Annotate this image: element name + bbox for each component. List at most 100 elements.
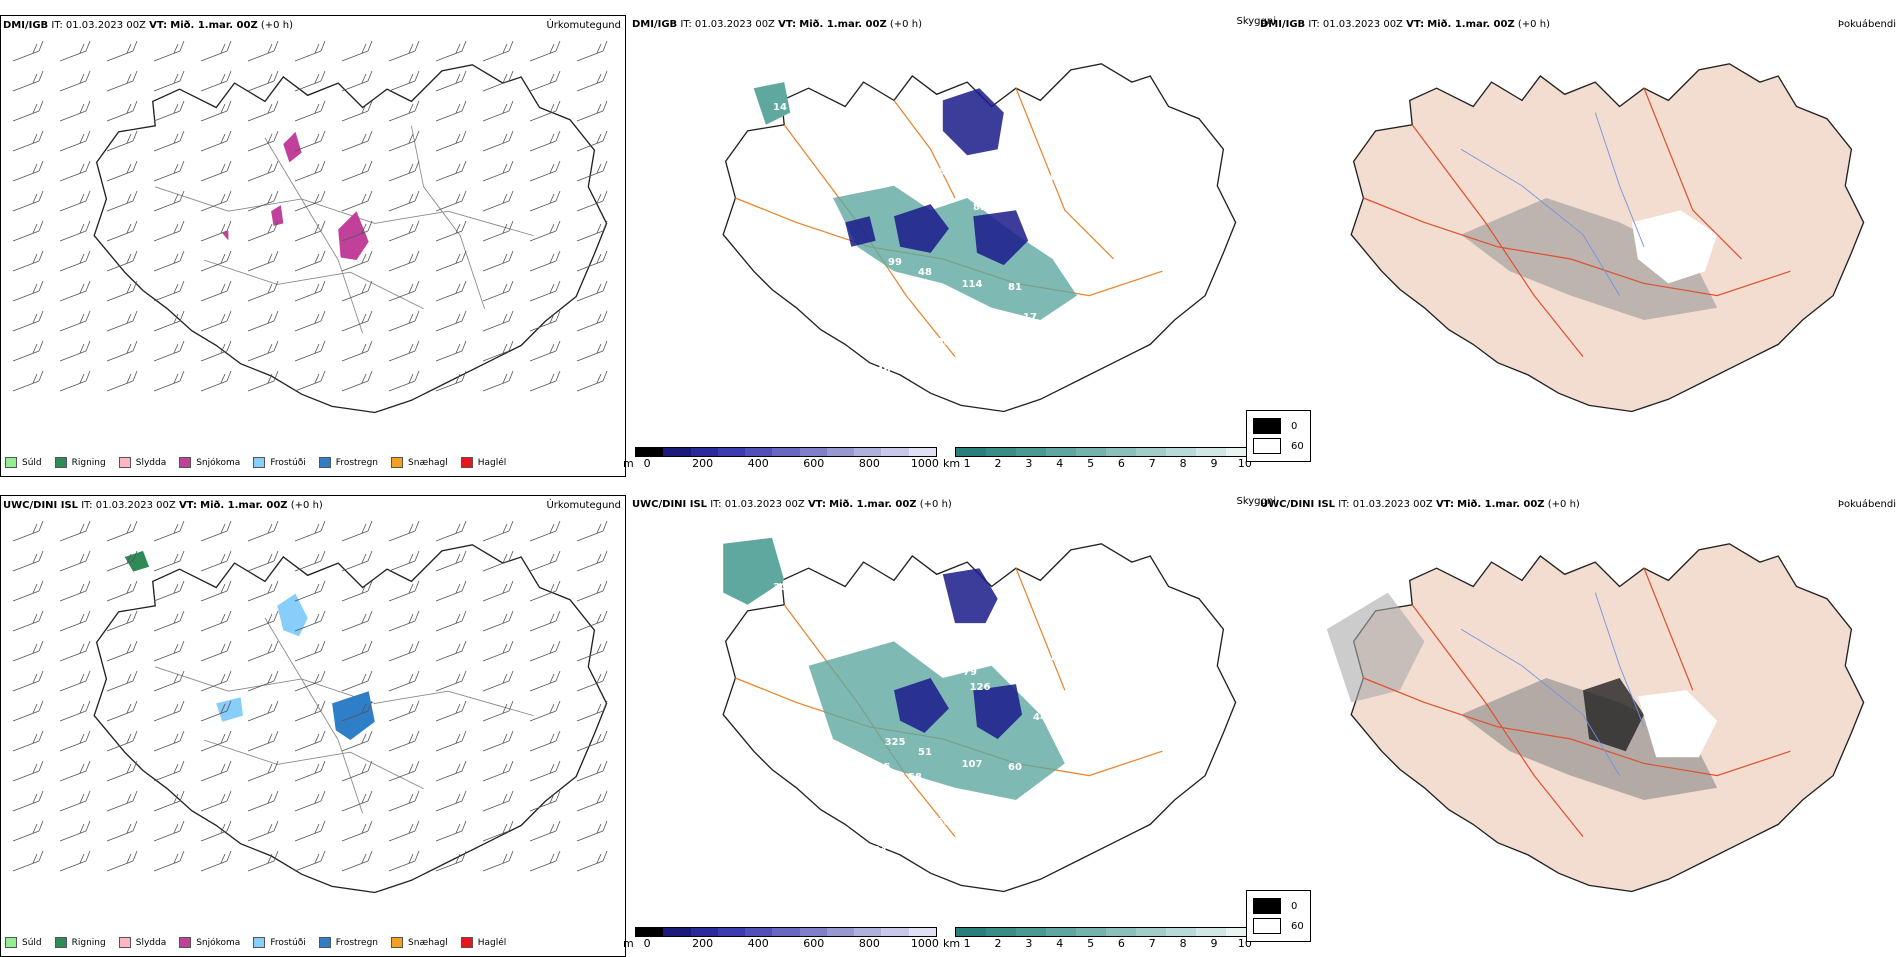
colorbar-tick: 4 (1056, 457, 1064, 470)
colorbar-cell (1076, 928, 1106, 936)
legend-swatch (1253, 898, 1281, 914)
wind-barb-icon (529, 370, 561, 392)
legend-swatch (179, 937, 192, 948)
colorbar-cell (1046, 448, 1076, 456)
legend-label: 0 (1291, 420, 1298, 432)
legend-swatch (318, 457, 331, 468)
wind-barb-icon (59, 160, 91, 182)
colorbar-cell (881, 928, 909, 936)
legend-swatch (1253, 918, 1281, 934)
colorbar-cell (1046, 928, 1076, 936)
wind-barb-icon (106, 40, 138, 62)
colorbar-cell (717, 448, 746, 456)
colorbar-cell (956, 448, 986, 456)
colorbar-cell (690, 928, 718, 936)
wind-barb-icon (12, 100, 44, 122)
legend-swatch (118, 457, 131, 468)
wind-barb-icon (388, 70, 420, 92)
wind-barb-icon (12, 220, 44, 242)
wind-barb-icon (12, 610, 44, 632)
colorbar-tick: 8 (1179, 457, 1187, 470)
panel-title: Þokuábendi (1837, 499, 1896, 510)
wind-barb-icon (341, 70, 373, 92)
wind-barb-icon (12, 310, 44, 332)
legend-swatch (318, 937, 331, 948)
wind-barb-icon (529, 520, 561, 542)
wind-barb-icon (341, 520, 373, 542)
legend-swatch (54, 937, 67, 948)
map-panel-precip-type-top: DMI/IGB IT: 01.03.2023 00Z VT: Mið. 1.ma… (0, 15, 626, 477)
colorbar-cell (745, 448, 773, 456)
precip-legend-item: Súld (5, 457, 42, 468)
panel-title: Úrkomutegund (546, 500, 621, 511)
colorbar-unit: m (623, 937, 634, 950)
precip-legend-item: Snæhagl (391, 937, 448, 948)
colorbar-unit: km (943, 937, 961, 950)
visibility-value-label: 300 (930, 337, 951, 348)
wind-barb-icon (153, 520, 185, 542)
wind-barb-icon (106, 310, 138, 332)
legend-label: Rigning (71, 457, 106, 468)
wind-barb-icon (12, 580, 44, 602)
legend-swatch (391, 937, 404, 948)
legend-label: Snjókoma (196, 457, 241, 468)
colorbar-cell (908, 928, 936, 936)
colorbar-tick: 400 (747, 937, 769, 950)
colorbar-cell (1166, 928, 1196, 936)
colorbar-tick: 5 (1087, 937, 1095, 950)
map-panel-visibility-bottom: UWC/DINI ISL IT: 01.03.2023 00Z VT: Mið.… (623, 495, 1276, 957)
colorbar-cell (772, 448, 800, 456)
visibility-value-label: 163 (980, 337, 1001, 348)
colorbar-cell (956, 928, 986, 936)
wind-barb-icon (106, 790, 138, 812)
visibility-value-label: 65 (938, 647, 952, 658)
wind-barb-icon (59, 760, 91, 782)
wind-barb-icon (59, 70, 91, 92)
panel-title: Þokuábendi (1837, 19, 1896, 30)
colorbar-tick: 6 (1117, 937, 1125, 950)
colorbar-cell (690, 448, 718, 456)
colorbar-tick: 800 (858, 937, 880, 950)
legend-swatch (253, 457, 266, 468)
wind-barb-icon (106, 580, 138, 602)
wind-barb-icon (59, 550, 91, 572)
visibility-value-label: 14 (773, 102, 787, 113)
precip-type-legend: Súld Rigning Slydda Snjókoma Frostúði Frostre… (5, 937, 506, 948)
wind-barb-icon (200, 550, 232, 572)
legend-label: Snæhagl (408, 457, 448, 468)
wind-barb-icon (106, 850, 138, 872)
wind-barb-icon (529, 70, 561, 92)
precip-legend-item: Frostúði (253, 937, 306, 948)
visibility-value-label: 84 (863, 297, 877, 308)
colorbar-cell (772, 928, 800, 936)
wind-barb-icon (153, 70, 185, 92)
visibility-value-label: 81 (1008, 282, 1022, 293)
colorbar-cell (1136, 928, 1166, 936)
wind-barb-icon (59, 40, 91, 62)
wind-barb-icon (106, 520, 138, 542)
visibility-value-label: 94 (873, 282, 887, 293)
visibility-value-label: 89 (983, 817, 997, 828)
colorbar-cell (663, 928, 691, 936)
wind-barb-icon (388, 550, 420, 572)
visibility-value-label: 17 (903, 845, 917, 856)
wind-barb-icon (12, 640, 44, 662)
colorbar-cell (799, 928, 827, 936)
colorbar-cell (1106, 928, 1136, 936)
precip-legend-item: Frostregn (318, 457, 378, 468)
colorbar-tick: 1000 (910, 937, 939, 950)
wind-barb-icon (59, 250, 91, 272)
visibility-map-top: 61 108 83 48 66 114 81 163 300 99 94 84 246 221 98 43 17… (722, 63, 1237, 413)
visibility-value-label: 100 (1045, 837, 1066, 848)
colorbar-tick: 3 (1025, 457, 1033, 470)
legend-label: Frostúði (270, 457, 306, 468)
wind-barb-icon (435, 40, 467, 62)
wind-barb-icon (59, 610, 91, 632)
colorbar-cell (1226, 448, 1256, 456)
legend-label: 0 (1291, 900, 1298, 912)
legend-swatch (391, 457, 404, 468)
wind-barb-icon (576, 340, 608, 362)
legend-label: Slydda (135, 937, 167, 948)
wind-barb-icon (59, 640, 91, 662)
wind-barb-icon (59, 730, 91, 752)
